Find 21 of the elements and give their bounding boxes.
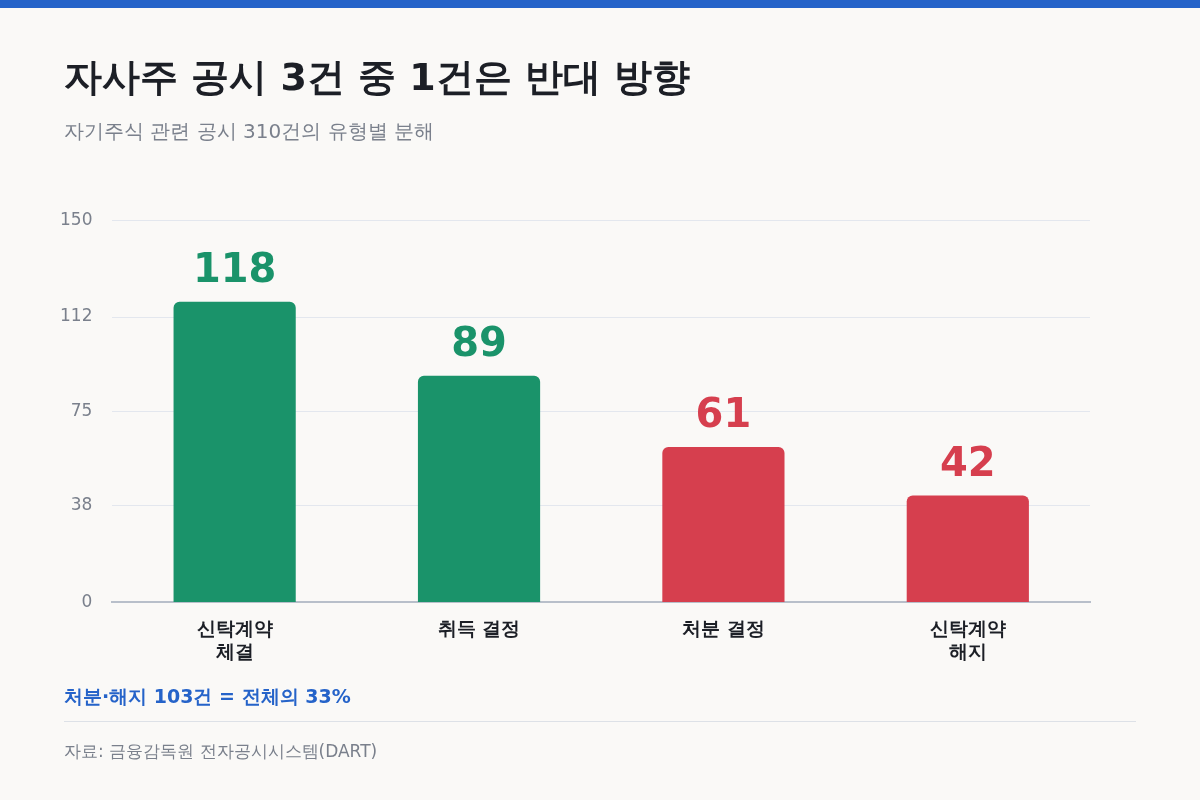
x-tick-label: 처분 결정 (682, 616, 765, 639)
chart-title: 자사주 공시 3건 중 1건은 반대 방향 (64, 54, 691, 101)
y-tick-label: 112 (59, 305, 93, 326)
x-tick-label: 신탁계약 체결 (196, 616, 273, 662)
y-tick-label: 75 (70, 399, 93, 420)
text: 자료: 금융감독원 전자공시시스템(DART) (64, 740, 378, 763)
data-label: 89 (451, 319, 507, 366)
y-tick-label: 38 (70, 494, 93, 514)
y-tick-label: 0 (81, 590, 93, 611)
bar (173, 301, 296, 602)
bar (662, 446, 785, 602)
data-label: 61 (695, 390, 752, 437)
x-tick-label: 신탁계약 해지 (929, 616, 1006, 662)
y-tick-label: 150 (59, 208, 93, 229)
text: 처분·해지 103건 = 전체의 33% (64, 684, 351, 709)
data-label: 42 (939, 438, 996, 485)
bar (417, 375, 541, 602)
x-tick-label: 취득 결정 (437, 616, 521, 639)
chart-subtitle: 자기주식 관련 공시 310건의 유형별 분해 (64, 118, 434, 145)
bar (906, 495, 1029, 602)
data-label: 118 (192, 245, 277, 292)
